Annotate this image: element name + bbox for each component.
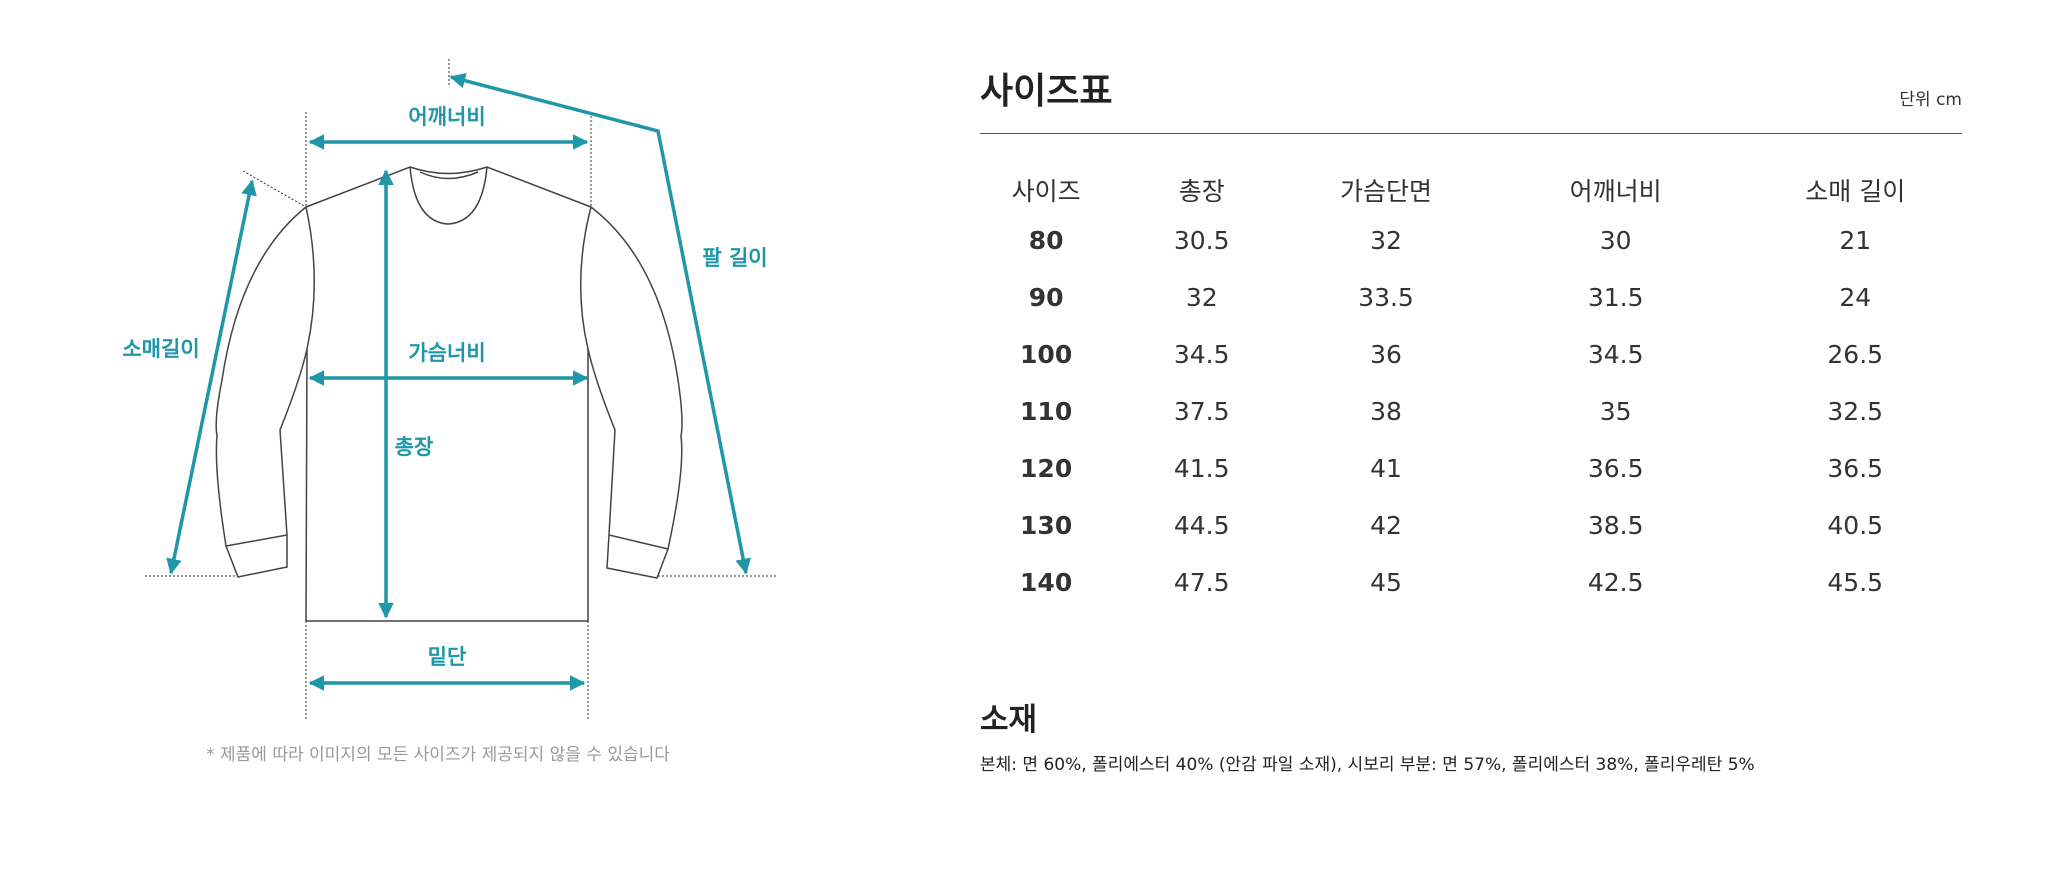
value-cell: 44.5 [1173,511,1230,540]
size-cell: 110 [1020,397,1073,426]
diagram-note: * 제품에 따라 이미지의 모든 사이즈가 제공되지 않을 수 있습니다 [206,745,670,765]
header-chest: 가슴단면 [1340,177,1433,206]
value-cell: 31.5 [1587,283,1644,312]
size-cell: 130 [1020,511,1073,540]
table-row: 90 32 33.5 31.5 24 [960,269,1980,326]
sleeve-arrow [166,179,257,575]
value-cell: 35 [1599,397,1632,426]
value-cell: 36 [1370,340,1402,369]
value-cell: 30 [1599,226,1632,255]
value-cell: 33.5 [1358,283,1414,312]
table-row: 130 44.5 42 38.5 40.5 [960,497,1980,554]
value-cell: 45 [1370,568,1402,597]
shoulder-label: 어깨너비 [408,105,485,129]
value-cell: 32 [1185,283,1218,312]
size-cell: 100 [1020,340,1073,369]
value-cell: 24 [1839,283,1872,312]
value-cell: 21 [1839,226,1872,255]
size-table: 사이즈 총장 가슴단면 어깨너비 소매 길이 80 30.5 32 30 21 90 32 3… [960,168,1980,611]
value-cell: 45.5 [1827,568,1884,597]
value-cell: 42 [1370,511,1402,540]
unit-label: 단위 cm [1899,90,1962,110]
hem-label: 밑단 [428,645,467,669]
table-row: 100 34.5 36 34.5 26.5 [960,326,1980,383]
size-chart-title: 사이즈표 [980,71,1113,112]
value-cell: 40.5 [1827,511,1884,540]
header-length: 총장 [1178,177,1225,206]
size-cell: 90 [1028,283,1064,312]
arm-label: 팔 길이 [702,246,767,270]
value-cell: 32.5 [1827,397,1884,426]
value-cell: 32 [1370,226,1402,255]
table-row: 120 41.5 41 36.5 36.5 [960,440,1980,497]
size-cell: 80 [1028,226,1064,255]
material-text: 본체: 면 60%, 폴리에스터 40% (안감 파일 소재), 시보리 부분:… [980,755,1755,775]
value-cell: 38.5 [1587,511,1644,540]
value-cell: 47.5 [1173,568,1230,597]
value-cell: 38 [1370,397,1402,426]
header-sleeve: 소매 길이 [1805,177,1906,206]
size-cell: 140 [1020,568,1073,597]
header-size: 사이즈 [1011,177,1081,206]
value-cell: 42.5 [1587,568,1644,597]
value-cell: 36.5 [1827,454,1884,483]
value-cell: 34.5 [1173,340,1230,369]
material-title: 소재 [980,702,1038,738]
value-cell: 36.5 [1587,454,1644,483]
table-row: 80 30.5 32 30 21 [960,212,1980,269]
value-cell: 41.5 [1173,454,1230,483]
arm-arrow [449,72,751,575]
table-row: 110 37.5 38 35 32.5 [960,383,1980,440]
chest-label: 가슴너비 [408,341,485,365]
size-cell: 120 [1020,454,1073,483]
length-label: 총장 [395,435,434,459]
tshirt-outline [215,166,683,622]
table-header-row: 사이즈 총장 가슴단면 어깨너비 소매 길이 [960,168,1980,212]
value-cell: 30.5 [1173,226,1230,255]
value-cell: 34.5 [1587,340,1644,369]
guide-lines [145,59,778,720]
value-cell: 26.5 [1827,340,1884,369]
header-shoulder: 어깨너비 [1569,177,1662,206]
value-cell: 37.5 [1173,397,1230,426]
sleeve-label: 소매길이 [122,337,199,361]
tshirt-measurement-diagram: 어깨너비 가슴너비 총장 밑단 소매길이 팔 길이 [122,59,778,720]
divider [980,133,1962,134]
table-row: 140 47.5 45 42.5 45.5 [960,554,1980,611]
value-cell: 41 [1370,454,1402,483]
